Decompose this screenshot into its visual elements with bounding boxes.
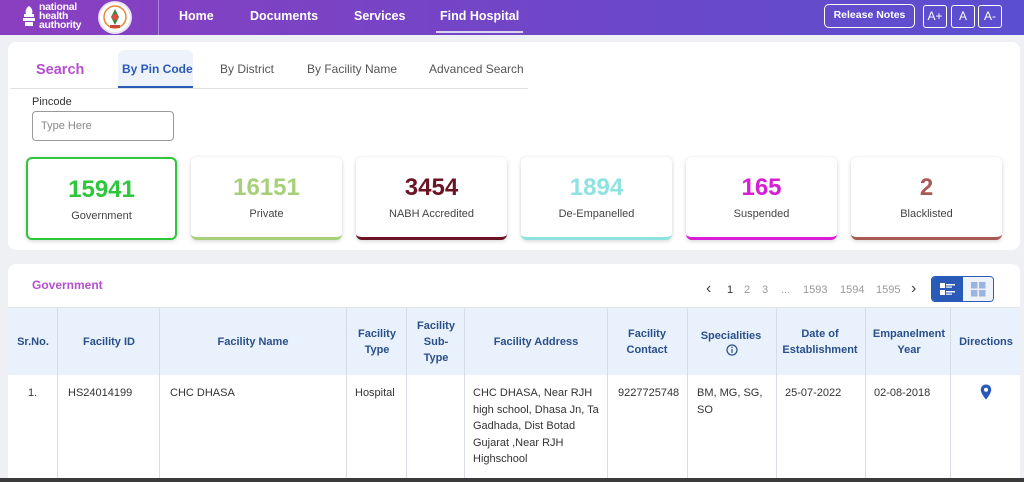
stat-card-de-empanelled[interactable]: 1894 De-Empanelled <box>521 157 672 240</box>
column-divider <box>406 308 407 482</box>
stat-label: Government <box>71 210 132 222</box>
active-tab-underline <box>118 86 193 88</box>
column-divider <box>346 308 347 482</box>
stat-label: NABH Accredited <box>389 208 474 220</box>
nha-logo[interactable]: national health authority <box>22 2 92 32</box>
stat-value: 16151 <box>233 174 300 201</box>
col-header-facility-address: Facility Address <box>493 335 579 348</box>
list-view-icon <box>940 283 955 295</box>
stat-card-suspended[interactable]: 165 Suspended <box>686 157 837 240</box>
active-tab-background <box>118 50 193 88</box>
col-header-facility-id: Facility ID <box>83 335 135 348</box>
col-header-facility-contact: Facility Contact <box>626 327 668 356</box>
col-header-sr-no: Sr.No. <box>17 335 49 348</box>
ayushman-emblem-icon <box>103 5 127 29</box>
ayushman-bharat-logo[interactable] <box>98 1 132 34</box>
release-notes-button[interactable]: Release Notes <box>824 4 915 28</box>
tab-by-facility-name[interactable]: By Facility Name <box>307 62 398 76</box>
font-decrease-button[interactable]: A- <box>978 5 1002 28</box>
grid-view-button[interactable] <box>963 277 993 301</box>
view-toggle <box>931 276 994 302</box>
cell-facility-type: Hospital <box>355 387 395 399</box>
list-view-button[interactable] <box>932 277 963 301</box>
results-title: Government <box>32 278 103 292</box>
top-navbar <box>0 0 1024 35</box>
col-header-facility-sub-type: Facility Sub-Type <box>417 319 455 364</box>
stat-label: De-Empanelled <box>558 208 635 220</box>
pagination-page-1595[interactable]: 1595 <box>876 284 901 296</box>
stat-card-government[interactable]: 15941 Government <box>26 157 177 240</box>
tab-by-district[interactable]: By District <box>220 62 274 76</box>
cell-sr-no: 1. <box>28 387 38 399</box>
nav-find-hospital[interactable]: Find Hospital <box>435 0 524 35</box>
logo-line-3: authority <box>39 19 82 31</box>
header-divider <box>158 0 159 35</box>
column-divider <box>607 308 608 482</box>
column-divider <box>950 308 951 482</box>
tab-by-pin-code[interactable]: By Pin Code <box>122 62 193 76</box>
bottom-strip <box>0 478 1024 482</box>
nav-services[interactable]: Services <box>354 9 406 23</box>
pagination-page-1[interactable]: 1 <box>727 284 734 296</box>
stat-card-private[interactable]: 16151 Private <box>191 157 342 240</box>
cell-specialities: BM, MG, SG, SO <box>697 387 763 416</box>
nav-documents[interactable]: Documents <box>250 9 319 23</box>
stat-value: 165 <box>741 174 782 201</box>
stat-label: Suspended <box>733 208 790 220</box>
pagination-prev-button[interactable]: ‹ <box>706 280 712 297</box>
column-divider <box>159 308 160 482</box>
font-reset-button[interactable]: A <box>951 5 975 28</box>
stat-value: 3454 <box>404 174 459 201</box>
cell-facility-name: CHC DHASA <box>170 387 235 399</box>
info-icon[interactable] <box>726 344 738 356</box>
stat-value: 15941 <box>68 176 135 203</box>
table-header <box>8 308 1020 375</box>
cell-date-of-establishment: 25-07-2022 <box>785 387 842 399</box>
stat-card-nabh-accredited[interactable]: 3454 NABH Accredited <box>356 157 507 240</box>
tab-advanced-search[interactable]: Advanced Search <box>429 62 524 76</box>
column-divider <box>57 308 58 482</box>
col-header-empanelment-year: Empanelment Year <box>872 327 946 356</box>
logo-line-2: health <box>39 10 69 22</box>
cell-facility-address: CHC DHASA, Near RJH high school, Dhasa J… <box>473 387 599 465</box>
col-header-facility-name: Facility Name <box>217 335 289 348</box>
column-divider <box>776 308 777 482</box>
col-header-specialities: Specialities <box>700 329 762 342</box>
col-header-facility-type: Facility Type <box>358 327 396 356</box>
pagination-page-2[interactable]: 2 <box>744 284 751 296</box>
emblem-icon <box>23 6 35 26</box>
results-divider <box>8 307 1020 308</box>
cell-empanelment-year: 02-08-2018 <box>874 387 931 399</box>
stat-label: Private <box>249 208 284 220</box>
nav-home[interactable]: Home <box>179 9 214 23</box>
map-pin-icon[interactable] <box>980 384 992 400</box>
col-header-directions: Directions <box>959 335 1013 348</box>
pagination-page-1594[interactable]: 1594 <box>840 284 865 296</box>
stat-card-blacklisted[interactable]: 2 Blacklisted <box>851 157 1002 240</box>
cell-facility-id: HS24014199 <box>68 387 133 399</box>
font-increase-button[interactable]: A+ <box>923 5 947 28</box>
column-divider <box>687 308 688 482</box>
pincode-input[interactable] <box>32 111 174 141</box>
stat-value: 1894 <box>569 174 624 201</box>
pagination-page-3[interactable]: 3 <box>762 284 769 296</box>
tabs-baseline <box>10 88 528 89</box>
cell-facility-contact: 9227725748 <box>618 387 680 399</box>
pagination-next-button[interactable]: › <box>911 280 917 297</box>
column-divider <box>865 308 866 482</box>
logo-line-1: national <box>39 1 77 13</box>
pagination-ellipsis: ... <box>781 284 791 296</box>
stat-label: Blacklisted <box>900 208 953 220</box>
stat-value: 2 <box>919 174 934 201</box>
grid-view-icon <box>971 282 986 297</box>
column-divider <box>464 308 465 482</box>
pagination-page-1593[interactable]: 1593 <box>803 284 828 296</box>
search-title: Search <box>36 62 85 78</box>
pincode-label: Pincode <box>32 96 72 108</box>
col-header-date-of-establishment: Date of Establishment <box>782 327 858 356</box>
